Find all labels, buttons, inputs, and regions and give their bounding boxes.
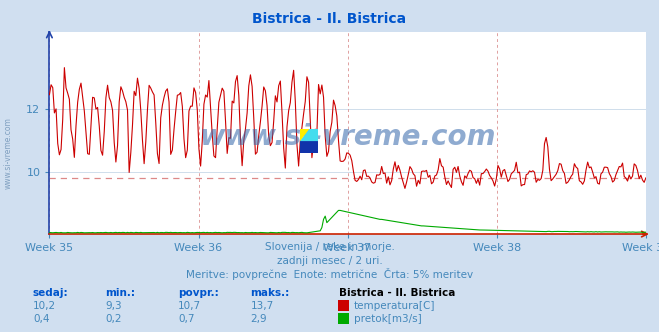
Text: maks.:: maks.: <box>250 288 290 298</box>
Text: Slovenija / reke in morje.: Slovenija / reke in morje. <box>264 242 395 252</box>
Text: temperatura[C]: temperatura[C] <box>354 301 436 311</box>
Text: Bistrica - Il. Bistrica: Bistrica - Il. Bistrica <box>339 288 456 298</box>
Polygon shape <box>300 129 309 141</box>
Text: 9,3: 9,3 <box>105 301 122 311</box>
Text: min.:: min.: <box>105 288 136 298</box>
Text: Bistrica - Il. Bistrica: Bistrica - Il. Bistrica <box>252 12 407 26</box>
Polygon shape <box>300 141 318 153</box>
Text: pretok[m3/s]: pretok[m3/s] <box>354 314 422 324</box>
Text: 0,2: 0,2 <box>105 314 122 324</box>
Text: povpr.:: povpr.: <box>178 288 219 298</box>
Text: zadnji mesec / 2 uri.: zadnji mesec / 2 uri. <box>277 256 382 266</box>
Text: www.si-vreme.com: www.si-vreme.com <box>3 117 13 189</box>
Text: 13,7: 13,7 <box>250 301 273 311</box>
Text: sedaj:: sedaj: <box>33 288 69 298</box>
Text: 0,7: 0,7 <box>178 314 194 324</box>
Text: 0,4: 0,4 <box>33 314 49 324</box>
Text: 2,9: 2,9 <box>250 314 267 324</box>
Text: Meritve: povprečne  Enote: metrične  Črta: 5% meritev: Meritve: povprečne Enote: metrične Črta:… <box>186 268 473 280</box>
Polygon shape <box>309 129 318 141</box>
Polygon shape <box>300 129 318 141</box>
Polygon shape <box>300 129 309 141</box>
Text: 10,2: 10,2 <box>33 301 56 311</box>
Text: 10,7: 10,7 <box>178 301 201 311</box>
Text: www.si-vreme.com: www.si-vreme.com <box>200 123 496 151</box>
